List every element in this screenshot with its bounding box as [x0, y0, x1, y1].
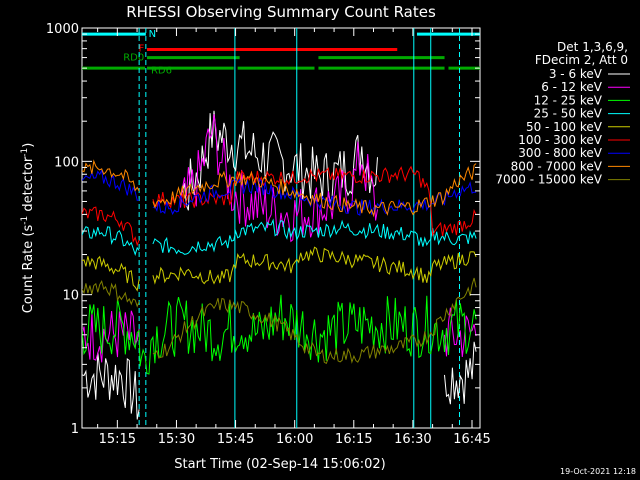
legend-entry: 800 - 7000 keV — [511, 159, 603, 173]
series-line — [444, 341, 477, 405]
series-line — [82, 168, 140, 202]
y-axis-label: Count Rate (s-1 detector-1) — [20, 143, 36, 314]
flag-label: F — [138, 44, 144, 55]
x-tick-label: 15:45 — [217, 432, 254, 447]
legend-entry: 12 - 25 keV — [534, 93, 603, 107]
series-line — [152, 277, 477, 365]
timestamp: 19-Oct-2021 12:18 — [560, 467, 636, 476]
legend-entry: 300 - 800 keV — [518, 146, 602, 160]
series-line — [180, 114, 378, 243]
chart-title: RHESSI Observing Summary Count Rates — [126, 3, 436, 21]
series-line — [82, 294, 477, 375]
y-tick-label: 1000 — [46, 22, 79, 37]
series-line — [82, 159, 140, 192]
series-line — [82, 206, 140, 247]
series-line — [82, 255, 140, 292]
y-tick-label: 1 — [71, 422, 79, 437]
series-line — [152, 246, 477, 285]
flag-label: N — [149, 29, 156, 40]
x-axis: 15:15 15:30 15:45 16:00 16:15 16:30 16:45 — [97, 28, 491, 447]
plot-frame — [81, 27, 481, 429]
y-tick-label: 10 — [62, 289, 79, 304]
x-tick-label: 15:15 — [99, 432, 136, 447]
x-tick-label: 16:00 — [276, 432, 313, 447]
series-line — [82, 310, 140, 363]
series-lines — [82, 110, 477, 420]
legend-entry: 100 - 300 keV — [518, 133, 602, 147]
flag-label: RD0 — [123, 53, 144, 64]
series-line — [152, 165, 477, 237]
flag-label: RD6 — [151, 66, 172, 77]
x-tick-label: 16:45 — [453, 432, 490, 447]
legend-entry: 6 - 12 keV — [541, 80, 603, 94]
x-tick-label: 15:30 — [158, 432, 195, 447]
series-line — [152, 177, 477, 216]
vertical-markers — [138, 28, 461, 428]
y-axis: 1 10 100 1000 — [46, 22, 480, 437]
legend-entry: 25 - 50 keV — [534, 107, 603, 121]
legend-header-2: FDecim 2, Att 0 — [535, 53, 628, 67]
series-line — [152, 163, 477, 218]
legend-entry: 7000 - 15000 keV — [495, 173, 602, 187]
series-line — [82, 352, 140, 420]
legend-header-1: Det 1,3,6,9, — [557, 40, 628, 54]
legend-entry: 3 - 6 keV — [549, 67, 603, 81]
series-line — [82, 226, 140, 257]
x-tick-label: 16:30 — [394, 432, 431, 447]
x-tick-label: 16:15 — [335, 432, 372, 447]
legend-entry: 50 - 100 keV — [526, 120, 603, 134]
legend: Det 1,3,6,9, FDecim 2, Att 0 3 - 6 keV6 … — [495, 40, 630, 187]
y-tick-label: 100 — [54, 155, 79, 170]
x-axis-label: Start Time (02-Sep-14 15:06:02) — [174, 457, 385, 472]
series-line — [82, 280, 140, 308]
series-line — [152, 218, 477, 255]
